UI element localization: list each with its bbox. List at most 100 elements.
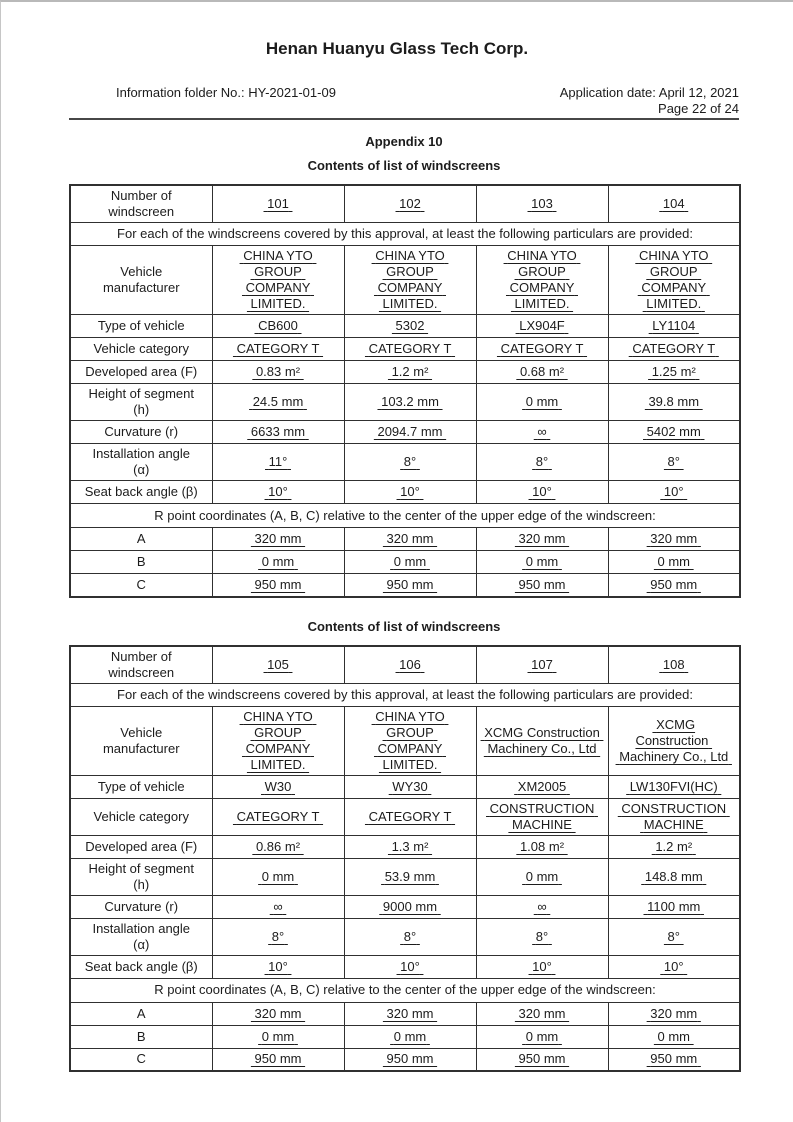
info-row: Information folder No.: HY-2021-01-09 Ap… [69, 85, 739, 117]
cell-value: 8° [403, 454, 417, 469]
coord-label: A [69, 527, 213, 551]
cell-value: 10° [268, 484, 288, 499]
data-cell: CHINA YTO GROUP COMPANY LIMITED. [475, 245, 609, 315]
data-cell: CHINA YTO GROUP COMPANY LIMITED. [211, 245, 345, 315]
page-number: Page 22 of 24 [658, 101, 739, 116]
table1-heading: Contents of list of windscreens [307, 158, 501, 173]
coord-cell: 950 mm [607, 573, 741, 597]
coordinate-row: A 320 mm 320 mm 320 mm 320 mm [69, 1001, 741, 1026]
coord-cell: 320 mm [475, 1001, 609, 1026]
data-cell: 1.2 m² [607, 834, 741, 859]
data-cell: CATEGORY T [475, 337, 609, 361]
data-cell: ∞ [211, 894, 345, 919]
cell-value: CONSTRUCTION [621, 800, 727, 816]
data-cell: 5402 mm [607, 420, 741, 444]
coord-cell: 0 mm [211, 550, 345, 574]
data-cell: LX904F [475, 314, 609, 338]
cell-value: CATEGORY T [632, 341, 716, 356]
data-cell: 8° [607, 443, 741, 481]
info-right-block: Application date: April 12, 2021 Page 22… [560, 85, 739, 117]
data-cell: CHINA YTO GROUP COMPANY LIMITED. [343, 705, 477, 776]
cell-value: 0 mm [393, 1028, 427, 1044]
r-point-note-row: R point coordinates (A, B, C) relative t… [69, 503, 741, 528]
cell-value: 0 mm [261, 868, 295, 884]
cell-value: 24.5 mm [252, 394, 304, 409]
row-label: Type of vehicle [69, 314, 213, 338]
coord-cell: 320 mm [343, 527, 477, 551]
data-row: Seat back angle (β) 10° 10° 10° 10° [69, 954, 741, 979]
data-row: Vehicle category CATEGORY T CATEGORY T CONS… [69, 797, 741, 836]
cell-value: LIMITED. [250, 756, 306, 772]
row-label: Developed area (F) [69, 834, 213, 859]
coord-cell: 0 mm [607, 550, 741, 574]
cell-value: COMPANY [245, 740, 311, 756]
coord-cell: 320 mm [607, 527, 741, 551]
cell-value: WY30 [392, 778, 428, 794]
coord-cell: 950 mm [607, 1047, 741, 1072]
cell-value: 950 mm [518, 1051, 566, 1067]
cell-value: 950 mm [518, 576, 566, 592]
cell-value: 10° [663, 958, 684, 974]
data-cell: CATEGORY T [211, 797, 345, 836]
cell-value: 1.2 m² [391, 364, 429, 379]
coordinate-row: B 0 mm 0 mm 0 mm 0 mm [69, 1024, 741, 1049]
data-cell: CATEGORY T [211, 337, 345, 361]
cell-value: CATEGORY T [368, 808, 452, 824]
cell-value: 0 mm [525, 394, 559, 409]
data-cell: 10° [343, 954, 477, 979]
cell-value: COMPANY [377, 280, 443, 295]
data-cell: WY30 [343, 774, 477, 799]
cell-value: CONSTRUCTION [489, 800, 595, 816]
cell-value: ∞ [537, 898, 547, 914]
row-label: Installation angle (α) [69, 443, 213, 481]
data-cell: 24.5 mm [211, 383, 345, 421]
row-label: Number of windscreen [69, 645, 213, 684]
coord-cell: 0 mm [607, 1024, 741, 1049]
data-cell: 8° [211, 917, 345, 956]
data-cell: 10° [343, 480, 477, 504]
data-cell: 2094.7 mm [343, 420, 477, 444]
data-row: Vehicle manufacturer CHINA YTO GROUP COMPANY… [69, 705, 741, 776]
data-row: Seat back angle (β) 10° 10° 10° 10° [69, 480, 741, 504]
cell-value: 0.86 m² [255, 838, 301, 854]
cell-value: CHINA YTO [375, 248, 445, 263]
cell-value: LY1104 [652, 318, 696, 333]
data-cell: CONSTRUCTION MACHINE [607, 797, 741, 836]
data-row: Installation angle (α) 8° 8° 8° 8° [69, 917, 741, 956]
cell-value: 320 mm [518, 531, 566, 546]
cell-value: ∞ [537, 424, 547, 439]
cell-value: 11° [268, 454, 288, 469]
coord-cell: 0 mm [343, 550, 477, 574]
data-cell: W30 [211, 774, 345, 799]
cell-value: 320 mm [386, 531, 434, 546]
data-cell: 8° [475, 443, 609, 481]
cell-value: COMPANY [641, 280, 707, 295]
number-of-windscreen-row: Number of windscreen 105 106 107 108 [69, 645, 741, 684]
data-cell: 10° [607, 954, 741, 979]
cell-value: Machinery Co., Ltd [487, 740, 597, 756]
data-cell: 1.3 m² [343, 834, 477, 859]
cell-value: 1.25 m² [651, 364, 696, 379]
cell-value: 5302 [395, 318, 425, 333]
cell-value: 8° [271, 928, 285, 944]
cell-value: LIMITED. [382, 296, 438, 311]
data-row: Installation angle (α) 11° 8° 8° 8° [69, 443, 741, 481]
windscreen-number: 105 [211, 645, 345, 684]
data-cell: 10° [475, 480, 609, 504]
cell-value: 1.3 m² [391, 838, 429, 854]
windscreen-number: 104 [607, 184, 741, 223]
coord-cell: 950 mm [211, 1047, 345, 1072]
data-cell: 8° [475, 917, 609, 956]
cell-value: 0 mm [657, 1028, 691, 1044]
coord-cell: 950 mm [211, 573, 345, 597]
provision-note: For each of the windscreens covered by t… [69, 222, 741, 246]
coord-cell: 320 mm [211, 527, 345, 551]
r-point-note: R point coordinates (A, B, C) relative t… [69, 977, 741, 1003]
coord-label: C [69, 1047, 213, 1072]
cell-value: 104 [662, 196, 685, 211]
cell-value: 8° [667, 454, 680, 469]
coord-cell: 950 mm [343, 573, 477, 597]
cell-value: COMPANY [509, 280, 575, 295]
data-cell: 1.25 m² [607, 360, 741, 384]
cell-value: 320 mm [386, 1005, 434, 1021]
